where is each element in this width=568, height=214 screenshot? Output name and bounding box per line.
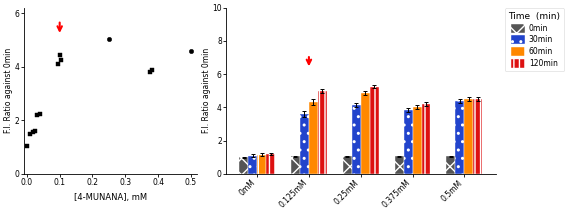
Bar — [248, 156, 257, 174]
X-axis label: [4-MUNANA], mM: [4-MUNANA], mM — [74, 193, 147, 202]
Bar — [318, 91, 327, 174]
Bar — [412, 107, 421, 174]
Bar — [309, 103, 318, 174]
Bar — [446, 156, 456, 174]
Y-axis label: F.I. Ratio against 0min: F.I. Ratio against 0min — [202, 48, 211, 133]
Bar — [300, 114, 309, 174]
Bar — [352, 105, 361, 174]
Bar — [266, 154, 275, 174]
Bar — [239, 157, 248, 174]
Bar — [370, 87, 379, 174]
Bar — [421, 104, 431, 174]
Bar — [456, 101, 465, 174]
Bar — [257, 155, 266, 174]
Bar — [343, 156, 352, 174]
Bar — [473, 99, 482, 174]
Y-axis label: F.I. Ratio against 0min: F.I. Ratio against 0min — [4, 48, 13, 133]
Bar — [361, 93, 370, 174]
Bar — [395, 156, 404, 174]
Legend: 0min, 30min, 60min, 120min: 0min, 30min, 60min, 120min — [505, 8, 565, 71]
Bar — [465, 99, 473, 174]
Bar — [404, 110, 412, 174]
Bar — [291, 156, 300, 174]
